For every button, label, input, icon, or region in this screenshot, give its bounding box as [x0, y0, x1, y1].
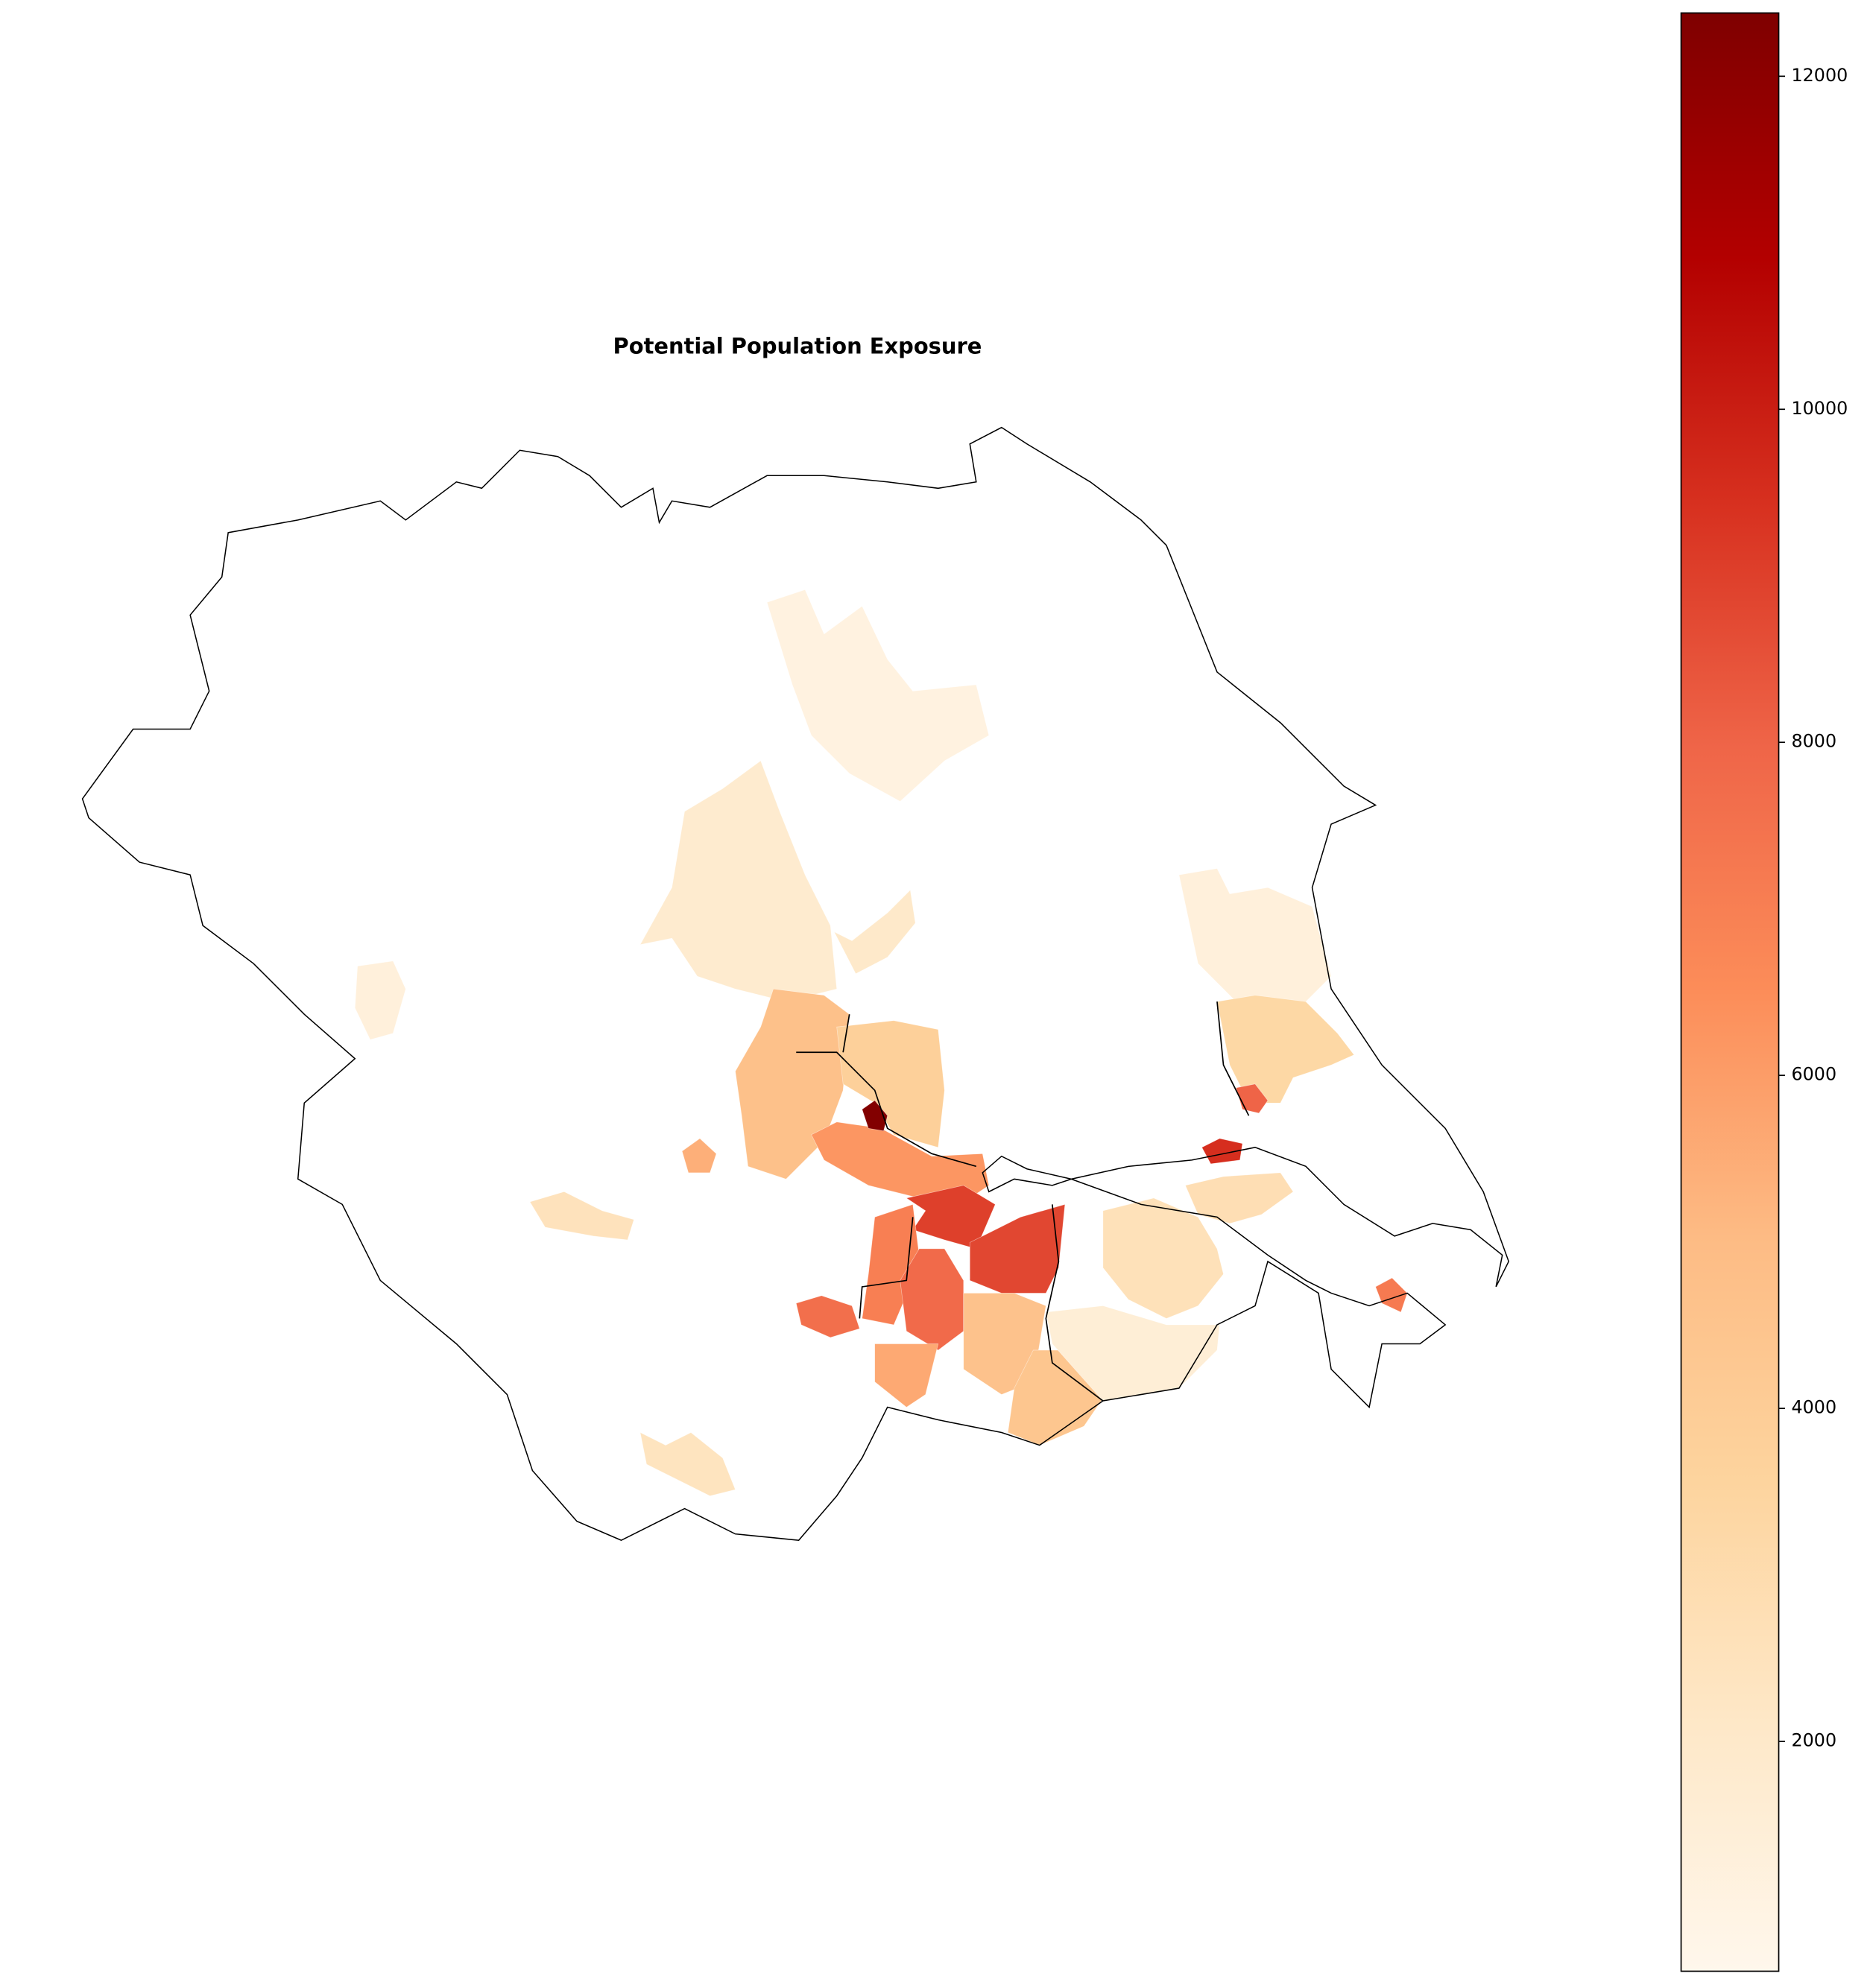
colorbar-tick-label: 12000	[1792, 65, 1848, 86]
colorbar-tick-label: 2000	[1792, 1730, 1837, 1751]
colorbar: 2000 4000 6000 8000 10000 12000	[1680, 12, 1848, 1972]
district-boundary	[796, 1001, 1250, 1402]
region	[836, 1020, 945, 1148]
region	[1045, 1305, 1220, 1402]
region	[906, 1185, 996, 1250]
region	[1201, 1138, 1243, 1165]
region	[1178, 868, 1332, 1002]
region-outline	[81, 426, 1510, 1541]
region	[1216, 995, 1355, 1104]
region	[795, 1295, 860, 1338]
region	[639, 1431, 736, 1496]
map-title: Potential Population Exposure	[613, 333, 982, 358]
region	[354, 960, 406, 1040]
colorbar-tick-label: 8000	[1792, 731, 1837, 752]
region	[639, 760, 838, 1002]
region	[681, 1138, 717, 1174]
colorbar-gradient	[1680, 12, 1780, 1972]
colorbar-tick-label: 4000	[1792, 1397, 1837, 1418]
colorbar-tick-label: 6000	[1792, 1064, 1837, 1085]
region	[969, 1203, 1066, 1294]
region	[833, 889, 916, 975]
region	[1375, 1277, 1408, 1313]
region	[1102, 1197, 1224, 1319]
region	[874, 1343, 939, 1408]
region	[811, 1121, 990, 1199]
regions	[354, 589, 1408, 1496]
region	[529, 1191, 634, 1241]
colorbar-tick-label: 10000	[1792, 398, 1848, 419]
region	[1184, 1172, 1294, 1224]
region	[766, 589, 990, 802]
